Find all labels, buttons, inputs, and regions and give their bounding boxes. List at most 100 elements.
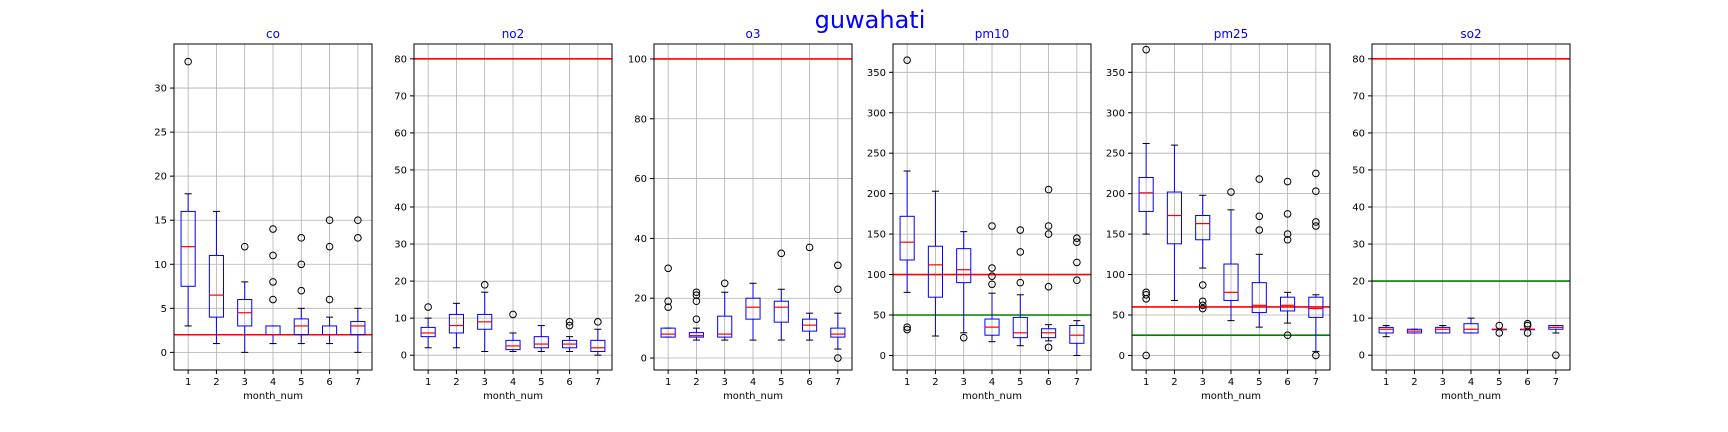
flier-point	[664, 297, 672, 306]
xtick-label: 5	[538, 377, 544, 388]
flier-point	[903, 56, 911, 64]
xtick-label: 5	[1017, 377, 1023, 388]
box-month-1	[899, 56, 915, 334]
box-iqr	[590, 339, 606, 352]
xtick-label: 1	[1383, 377, 1389, 388]
xtick-label: 2	[693, 377, 699, 388]
box-month-6	[1041, 185, 1057, 352]
panel-o3: 0 20 40 60 80 100 1 2 3 4 5 6 7 o3 month_num	[628, 27, 853, 402]
box-month-5	[1251, 175, 1267, 328]
ytick-label: 50	[1112, 310, 1125, 321]
flier-point	[834, 354, 842, 362]
box-iqr	[927, 245, 943, 298]
flier-point	[1044, 222, 1053, 230]
flier-point	[1073, 238, 1081, 246]
box-iqr	[448, 313, 465, 334]
flier-point	[1312, 169, 1320, 178]
box-month-2	[448, 302, 465, 349]
flier-point	[565, 318, 574, 326]
xtick-label: 7	[1553, 377, 1559, 388]
flier-point	[1283, 210, 1292, 218]
ytick-label: 250	[867, 149, 886, 160]
flier-point	[594, 318, 602, 326]
ytick-label: 40	[394, 203, 407, 214]
xtick-label: 7	[1074, 377, 1080, 388]
ytick-label: 20	[1352, 277, 1365, 288]
box-month-6	[1280, 177, 1296, 340]
xtick-label: 6	[566, 377, 572, 388]
ytick-label: 25	[154, 128, 167, 139]
panel-title: co	[266, 27, 280, 41]
flier-point	[1283, 235, 1292, 244]
ytick-label: 250	[1106, 149, 1125, 160]
box-iqr	[1069, 325, 1085, 344]
box-month-4	[505, 310, 521, 352]
box-iqr	[1280, 296, 1296, 312]
flier-point	[1312, 222, 1320, 230]
ytick-label: 60	[1352, 128, 1365, 139]
box-month-4	[265, 225, 281, 345]
xtick-label: 4	[750, 377, 756, 388]
ytick-label: 0	[1359, 351, 1365, 362]
box-month-5	[293, 234, 309, 345]
box-month-4	[745, 282, 761, 341]
xtick-label: 2	[932, 377, 938, 388]
xtick-label: 3	[722, 377, 728, 388]
flier-point	[1495, 321, 1504, 330]
flier-point	[1073, 258, 1081, 267]
box-iqr	[830, 327, 846, 338]
box-month-5	[1491, 321, 1507, 337]
flier-point	[1198, 281, 1207, 289]
flier-point	[664, 264, 672, 273]
xtick-label: 5	[1256, 377, 1262, 388]
panel-title: no2	[502, 27, 525, 41]
panel-no2: 0 10 20 30 40 50 60 70 80 1 2 3 4 5 6 7 no2 month_num	[394, 27, 613, 402]
box-month-7	[830, 261, 846, 362]
box-month-2	[1166, 144, 1183, 301]
xtick-label: 5	[1496, 377, 1502, 388]
flier-point	[1552, 351, 1560, 359]
ytick-label: 350	[1106, 68, 1125, 79]
ytick-label: 15	[154, 216, 167, 227]
box-iqr	[1138, 176, 1154, 212]
x-axis-label: month_num	[1201, 391, 1261, 402]
xtick-label: 2	[453, 377, 459, 388]
flier-point	[664, 303, 672, 311]
flier-point	[354, 234, 362, 242]
flier-point	[269, 295, 277, 304]
flier-point	[509, 310, 517, 319]
box-month-7	[350, 216, 366, 353]
flier-point	[1312, 218, 1320, 226]
box-iqr	[1463, 323, 1479, 334]
flier-point	[805, 243, 814, 252]
ytick-label: 10	[394, 314, 407, 325]
ytick-label: 0	[1119, 351, 1125, 362]
box-month-7	[1069, 234, 1085, 356]
xtick-label: 6	[1284, 377, 1290, 388]
figure-title: guwahati	[815, 6, 926, 34]
flier-point	[1283, 177, 1292, 186]
box-iqr	[688, 332, 704, 338]
xtick-label: 7	[835, 377, 841, 388]
ytick-label: 200	[867, 189, 886, 200]
xtick-label: 3	[1440, 377, 1446, 388]
box-iqr	[420, 326, 436, 338]
ytick-label: 300	[1106, 108, 1125, 119]
ytick-label: 200	[1106, 189, 1125, 200]
xtick-label: 1	[904, 377, 910, 388]
xtick-label: 4	[989, 377, 995, 388]
box-iqr	[773, 300, 789, 323]
ytick-label: 80	[1352, 54, 1365, 65]
box-month-1	[660, 264, 676, 338]
xtick-label: 1	[665, 377, 671, 388]
panel-title: so2	[1460, 27, 1481, 41]
ytick-label: 80	[394, 54, 407, 65]
flier-point	[692, 315, 701, 323]
x-axis-label: month_num	[243, 391, 303, 402]
xtick-label: 2	[1411, 377, 1417, 388]
box-iqr	[1378, 326, 1394, 334]
flier-point	[297, 260, 306, 269]
panel-pm10: 0 50 100 150 200 250 300 350 1 2 3 4 5 6 7 pm10 month_nu…	[867, 27, 1092, 402]
ytick-label: 40	[634, 234, 647, 245]
